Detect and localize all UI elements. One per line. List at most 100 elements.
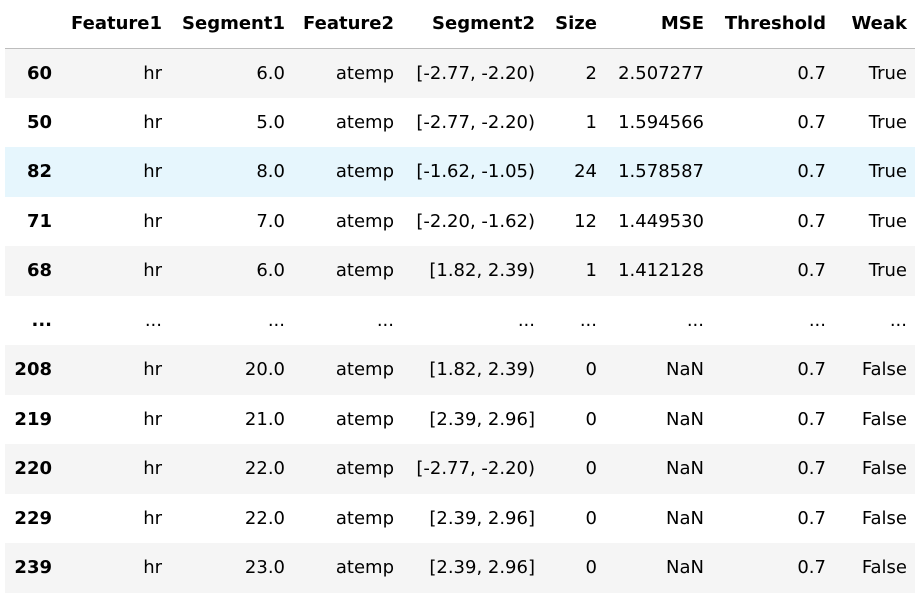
table-cell: 0 — [585, 557, 597, 579]
table-cell: hr — [143, 210, 162, 232]
column-header-size: Size — [555, 13, 597, 35]
table-cell: 0 — [585, 507, 597, 529]
table-cell: hr — [143, 161, 162, 183]
table-cell: [-2.77, -2.20) — [416, 62, 535, 84]
header-row: Feature1 Segment1 Feature2 Segment2 Size MSE T… — [5, 0, 915, 48]
table-cell: 1.412128 — [618, 260, 704, 282]
table-row: 68 hr 6.0 atemp [1.82, 2.39) 1 1.412128 0.7 True — [5, 246, 915, 296]
row-index: 239 — [14, 557, 52, 579]
table-row: 229 hr 22.0 atemp [2.39, 2.96] 0 NaN 0.7 False — [5, 494, 915, 544]
table-cell: [1.82, 2.39) — [429, 260, 535, 282]
row-index: 220 — [14, 458, 52, 480]
table-cell: hr — [143, 359, 162, 381]
column-header-segment2: Segment2 — [432, 13, 535, 35]
table-cell: False — [861, 408, 907, 430]
row-index: 68 — [26, 260, 52, 282]
table-row: 219 hr 21.0 atemp [2.39, 2.96] 0 NaN 0.7 False — [5, 395, 915, 445]
table-cell: hr — [143, 408, 162, 430]
table-cell: 0.7 — [797, 111, 826, 133]
row-index: 229 — [14, 507, 52, 529]
table-cell: 8.0 — [256, 161, 285, 183]
row-index: 60 — [26, 62, 52, 84]
table-cell: ... — [808, 309, 826, 331]
table-cell: 0.7 — [797, 161, 826, 183]
table-cell: NaN — [666, 408, 704, 430]
table-cell: 1.449530 — [618, 210, 704, 232]
table-cell: 1.594566 — [618, 111, 704, 133]
table-cell: [2.39, 2.96] — [429, 408, 535, 430]
table-cell: hr — [143, 260, 162, 282]
table-cell: 0 — [585, 359, 597, 381]
table-cell: hr — [143, 507, 162, 529]
table-cell: NaN — [666, 458, 704, 480]
table-cell: 0 — [585, 458, 597, 480]
table-row: 208 hr 20.0 atemp [1.82, 2.39) 0 NaN 0.7 False — [5, 345, 915, 395]
table-cell: 22.0 — [244, 507, 285, 529]
table-cell: False — [861, 507, 907, 529]
table-cell: ... — [376, 309, 394, 331]
table-cell: atemp — [335, 260, 394, 282]
row-index: 219 — [14, 408, 52, 430]
table-cell: ... — [517, 309, 535, 331]
table-cell: 5.0 — [256, 111, 285, 133]
table-cell: 0.7 — [797, 359, 826, 381]
table-cell: 23.0 — [244, 557, 285, 579]
table-row: 71 hr 7.0 atemp [-2.20, -1.62) 12 1.449530 0.7 T… — [5, 197, 915, 247]
row-index: 82 — [26, 161, 52, 183]
table-cell: ... — [579, 309, 597, 331]
table-cell: [-1.62, -1.05) — [416, 161, 535, 183]
table-cell: hr — [143, 557, 162, 579]
table-cell: atemp — [335, 111, 394, 133]
table-cell: False — [861, 458, 907, 480]
column-header-index — [5, 0, 62, 48]
table-cell: 1 — [585, 111, 597, 133]
table-cell: ... — [144, 309, 162, 331]
table-cell: atemp — [335, 359, 394, 381]
table-cell: [-2.20, -1.62) — [416, 210, 535, 232]
table-cell: NaN — [666, 359, 704, 381]
table-cell: 0.7 — [797, 62, 826, 84]
table-cell: 2 — [585, 62, 597, 84]
table-cell: 0.7 — [797, 458, 826, 480]
table-cell: 1 — [585, 260, 597, 282]
table-cell: atemp — [335, 62, 394, 84]
table-cell: 21.0 — [244, 408, 285, 430]
table-cell: [-2.77, -2.20) — [416, 458, 535, 480]
table-cell: True — [868, 111, 907, 133]
table-cell: True — [868, 62, 907, 84]
table-cell: hr — [143, 111, 162, 133]
table-cell: False — [861, 557, 907, 579]
table-cell: 22.0 — [244, 458, 285, 480]
column-header-threshold: Threshold — [724, 13, 826, 35]
table-cell: atemp — [335, 408, 394, 430]
table-cell: [1.82, 2.39) — [429, 359, 535, 381]
table-cell: 0 — [585, 408, 597, 430]
row-index: 208 — [14, 359, 52, 381]
column-header-mse: MSE — [660, 13, 704, 35]
table-row: 82 hr 8.0 atemp [-1.62, -1.05) 24 1.578587 0.7 T… — [5, 147, 915, 197]
table-row: 220 hr 22.0 atemp [-2.77, -2.20) 0 NaN 0.7 False — [5, 444, 915, 494]
table-row: 60 hr 6.0 atemp [-2.77, -2.20) 2 2.507277 0.7 Tr… — [5, 48, 915, 98]
table-cell: True — [868, 161, 907, 183]
table-cell: True — [868, 260, 907, 282]
table-body: 60 hr 6.0 atemp [-2.77, -2.20) 2 2.507277 0.7 Tr… — [5, 48, 915, 593]
column-header-feature2: Feature2 — [303, 13, 394, 35]
table-cell: NaN — [666, 507, 704, 529]
table-cell: 7.0 — [256, 210, 285, 232]
table-row: 239 hr 23.0 atemp [2.39, 2.96] 0 NaN 0.7 False — [5, 543, 915, 593]
table-cell: 0.7 — [797, 507, 826, 529]
table-cell: ... — [267, 309, 285, 331]
table-header: Feature1 Segment1 Feature2 Segment2 Size MSE T… — [5, 0, 915, 48]
table-cell: atemp — [335, 210, 394, 232]
row-index: 50 — [26, 111, 52, 133]
table-cell: hr — [143, 62, 162, 84]
table-cell: ... — [889, 309, 907, 331]
table-row: ........................... — [5, 296, 915, 346]
row-index: 71 — [26, 210, 52, 232]
table-cell: 20.0 — [244, 359, 285, 381]
table-cell: atemp — [335, 458, 394, 480]
column-header-feature1: Feature1 — [71, 13, 162, 35]
column-header-weak: Weak — [851, 13, 907, 35]
table-cell: 0.7 — [797, 260, 826, 282]
table-cell: 12 — [574, 210, 597, 232]
